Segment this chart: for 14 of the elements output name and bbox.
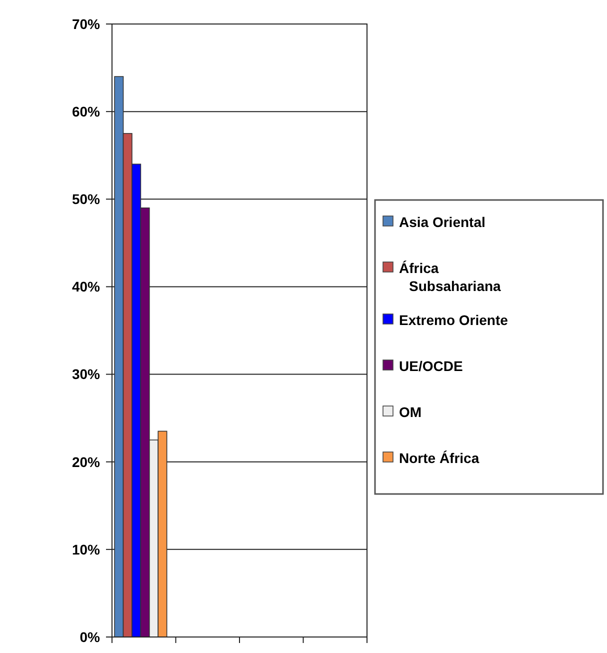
- y-tick-label: 50%: [72, 191, 101, 208]
- legend-label: UE/OCDE: [399, 358, 463, 374]
- legend-label: África Subsahariana: [399, 260, 502, 294]
- legend-label: Norte África: [399, 450, 480, 466]
- y-tick-label: 0%: [80, 628, 101, 645]
- y-tick-label: 30%: [72, 366, 101, 382]
- legend-label: OM: [399, 404, 422, 420]
- y-tick-label: 60%: [72, 103, 101, 120]
- y-tick-label: 70%: [72, 16, 101, 32]
- legend-label: Asia Oriental: [399, 214, 486, 230]
- y-tick-label: 40%: [72, 278, 101, 295]
- y-tick-label: 10%: [72, 541, 101, 558]
- legend-label: Extremo Oriente: [399, 312, 508, 328]
- y-tick-label: 20%: [72, 454, 101, 470]
